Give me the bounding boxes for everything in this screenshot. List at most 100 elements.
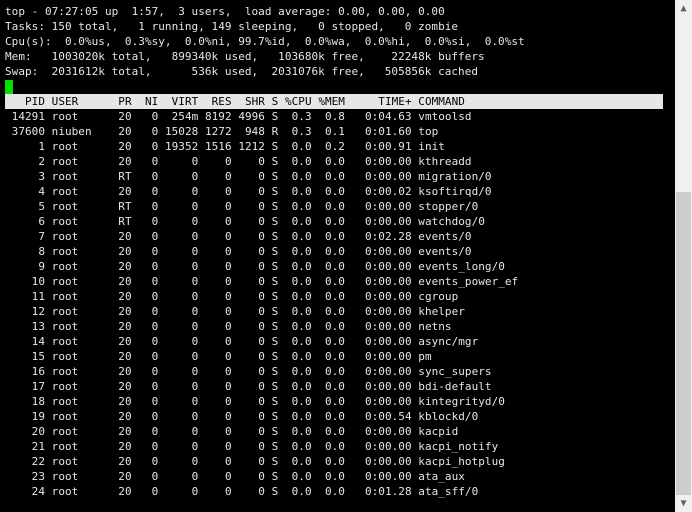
cell-virt: 0 (164, 485, 199, 498)
cell-pid: 20 (5, 425, 45, 438)
cell-state: S (271, 395, 279, 408)
process-row: 10 root 20 0 0 0 0 S 0.0 0.0 0:00.00 eve… (5, 274, 675, 289)
cell-pid: 3 (5, 170, 45, 183)
cell-shr: 0 (238, 185, 265, 198)
cell-mem: 0.0 (318, 275, 345, 288)
cell-pid: 4 (5, 185, 45, 198)
header-ni: NI (138, 95, 159, 108)
process-row: 8 root 20 0 0 0 0 S 0.0 0.0 0:00.00 even… (5, 244, 675, 259)
scroll-down-arrow-icon[interactable]: ▼ (680, 498, 687, 509)
cell-cpu: 0.0 (284, 335, 312, 348)
cell-user: root (51, 380, 105, 393)
cell-cpu: 0.0 (284, 485, 312, 498)
cell-pid: 24 (5, 485, 45, 498)
cell-cpu: 0.3 (284, 110, 312, 123)
cell-cpu: 0.0 (284, 410, 312, 423)
cell-cpu: 0.0 (284, 305, 312, 318)
cell-virt: 0 (164, 470, 199, 483)
vertical-scrollbar[interactable]: ▲ ▼ (675, 0, 692, 512)
cell-shr: 0 (238, 470, 265, 483)
cell-state: S (271, 185, 279, 198)
cell-command: khelper (418, 305, 465, 318)
terminal[interactable]: top - 07:27:05 up 1:57, 3 users, load av… (5, 4, 675, 499)
header-user: USER (51, 95, 105, 108)
process-row: 20 root 20 0 0 0 0 S 0.0 0.0 0:00.00 kac… (5, 424, 675, 439)
cell-ni: 0 (138, 170, 159, 183)
cell-pr: 20 (111, 155, 132, 168)
cell-ni: 0 (138, 320, 159, 333)
cell-pid: 18 (5, 395, 45, 408)
process-row: 18 root 20 0 0 0 0 S 0.0 0.0 0:00.00 kin… (5, 394, 675, 409)
cell-state: S (271, 245, 279, 258)
cell-state: S (271, 200, 279, 213)
cell-pr: 20 (111, 110, 132, 123)
cell-virt: 0 (164, 395, 199, 408)
process-row: 21 root 20 0 0 0 0 S 0.0 0.0 0:00.00 kac… (5, 439, 675, 454)
cell-cpu: 0.0 (284, 155, 312, 168)
cell-shr: 948 (238, 125, 265, 138)
cell-pr: 20 (111, 395, 132, 408)
cell-user: root (51, 140, 105, 153)
mem-line: Mem: 1003020k total, 899340k used, 10368… (5, 50, 485, 63)
cell-pid: 22 (5, 455, 45, 468)
cell-cpu: 0.0 (284, 170, 312, 183)
cell-state: S (271, 440, 279, 453)
cell-mem: 0.0 (318, 470, 345, 483)
header-virt: VIRT (164, 95, 199, 108)
cell-user: root (51, 365, 105, 378)
process-row: 12 root 20 0 0 0 0 S 0.0 0.0 0:00.00 khe… (5, 304, 675, 319)
cell-mem: 0.0 (318, 425, 345, 438)
cell-user: root (51, 200, 105, 213)
cell-res: 0 (204, 410, 232, 423)
cell-cpu: 0.3 (284, 125, 312, 138)
scrollbar-thumb[interactable] (676, 192, 691, 495)
cell-state: S (271, 350, 279, 363)
cell-command: events_power_ef (418, 275, 519, 288)
cell-time: 0:00.00 (351, 425, 412, 438)
cell-state: S (271, 110, 279, 123)
cell-res: 0 (204, 215, 232, 228)
cell-cpu: 0.0 (284, 185, 312, 198)
process-row: 16 root 20 0 0 0 0 S 0.0 0.0 0:00.00 syn… (5, 364, 675, 379)
header-state: S (271, 95, 279, 108)
cell-time: 0:00.00 (351, 455, 412, 468)
cell-mem: 0.0 (318, 305, 345, 318)
cell-user: root (51, 155, 105, 168)
cell-command: migration/0 (418, 170, 492, 183)
cell-res: 0 (204, 380, 232, 393)
process-row: 6 root RT 0 0 0 0 S 0.0 0.0 0:00.00 watc… (5, 214, 675, 229)
cell-state: S (271, 380, 279, 393)
cell-mem: 0.0 (318, 185, 345, 198)
cell-res: 8192 (204, 110, 232, 123)
cell-command: vmtoolsd (418, 110, 472, 123)
header-res: RES (204, 95, 232, 108)
cell-cpu: 0.0 (284, 290, 312, 303)
cell-cpu: 0.0 (284, 215, 312, 228)
cell-cpu: 0.0 (284, 245, 312, 258)
scroll-up-arrow-icon[interactable]: ▲ (680, 3, 687, 14)
cell-state: S (271, 215, 279, 228)
cell-command: netns (418, 320, 452, 333)
cell-time: 0:00.00 (351, 260, 412, 273)
cell-state: S (271, 305, 279, 318)
cell-res: 0 (204, 425, 232, 438)
cell-shr: 0 (238, 365, 265, 378)
process-row: 2 root 20 0 0 0 0 S 0.0 0.0 0:00.00 kthr… (5, 154, 675, 169)
cell-shr: 0 (238, 440, 265, 453)
cell-mem: 0.0 (318, 485, 345, 498)
cell-ni: 0 (138, 455, 159, 468)
cell-shr: 0 (238, 275, 265, 288)
cell-user: root (51, 350, 105, 363)
cell-time: 0:00.00 (351, 335, 412, 348)
process-row: 17 root 20 0 0 0 0 S 0.0 0.0 0:00.00 bdi… (5, 379, 675, 394)
cell-time: 0:00.00 (351, 305, 412, 318)
cell-pid: 8 (5, 245, 45, 258)
terminal-cursor (5, 80, 13, 94)
cell-cpu: 0.0 (284, 425, 312, 438)
cell-command: ata_aux (418, 470, 465, 483)
cell-state: S (271, 485, 279, 498)
cell-cpu: 0.0 (284, 380, 312, 393)
cell-state: S (271, 470, 279, 483)
cell-time: 0:00.00 (351, 440, 412, 453)
cell-time: 0:00.00 (351, 200, 412, 213)
